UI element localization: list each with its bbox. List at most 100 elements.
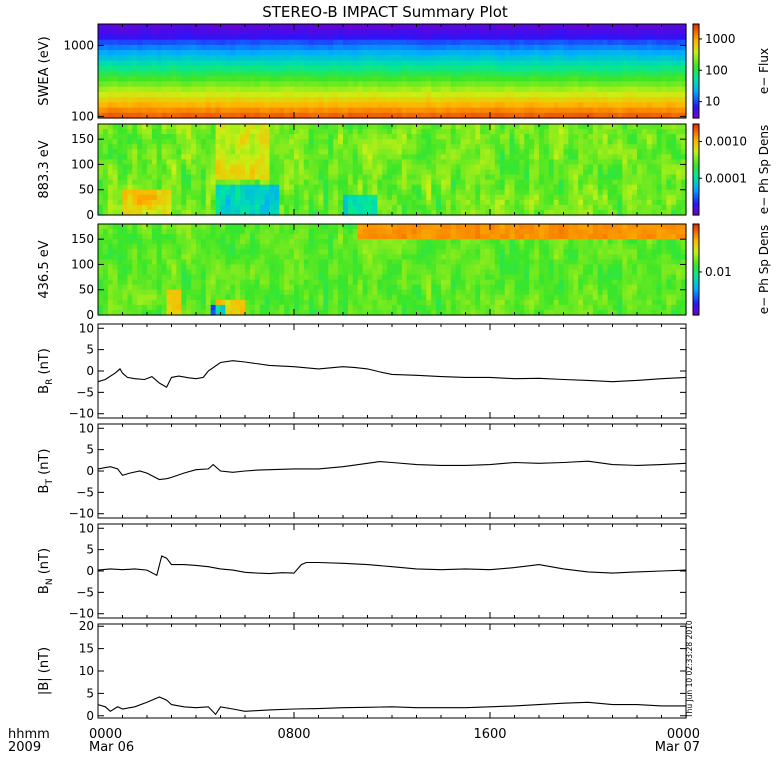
panel-pad883-cell: [681, 139, 687, 145]
panel-swea-cell: [147, 39, 153, 46]
panel-pad883-cell: [627, 199, 633, 206]
panel-pad436-cell: [156, 309, 163, 316]
panel-pad883-cell: [107, 189, 114, 196]
panel-pad883-cell: [509, 134, 516, 140]
panel-pad883-cell: [406, 124, 413, 130]
panel-swea-cell: [338, 102, 344, 109]
panel-swea-cell: [284, 55, 290, 62]
panel-swea-cell: [597, 44, 604, 51]
panel-swea-cell: [259, 44, 266, 51]
panel-swea-cell: [347, 76, 354, 83]
panel-swea-cell: [298, 71, 305, 77]
panel-swea-cell: [367, 112, 373, 119]
panel-swea-cell: [245, 29, 251, 36]
panel-pad436-cell: [117, 269, 124, 276]
panel-pad436-cell: [156, 259, 163, 266]
panel-swea-cell: [166, 34, 173, 41]
panel-swea-cell: [279, 81, 285, 88]
panel-swea-cell: [117, 76, 124, 83]
panel-swea-cell: [426, 112, 432, 119]
panel-pad883-cell: [637, 204, 643, 211]
panel-swea-cell: [411, 112, 418, 119]
panel-pad436-cell: [127, 284, 133, 291]
panel-swea-cell: [387, 91, 393, 98]
panel-swea-cell: [421, 65, 427, 72]
panel-pad883-colorbar-frame: [692, 123, 700, 216]
panel-swea-cell: [240, 97, 246, 103]
panel-swea-cell: [637, 112, 643, 119]
panel-pad436-cell: [186, 294, 192, 301]
panel-pad883-cell: [578, 194, 584, 201]
panel-swea-cell: [298, 50, 305, 56]
panel-swea-cell: [225, 91, 231, 98]
panel-pad883-cell: [166, 139, 173, 145]
panel-swea-cell: [186, 76, 192, 83]
panel-swea-cell: [191, 55, 197, 62]
panel-swea-cell: [592, 112, 599, 119]
panel-pad883-cell: [264, 194, 271, 201]
panel-swea-cell: [656, 86, 663, 93]
panel-swea-cell: [151, 65, 158, 72]
panel-pad883-cell: [382, 194, 388, 201]
panel-swea-cell: [347, 60, 354, 67]
panel-swea-cell: [215, 97, 222, 103]
panel-pad883-cell: [622, 139, 628, 145]
panel-pad883-cell: [289, 164, 295, 171]
panel-pad883-cell: [558, 134, 565, 140]
panel-pad883-cell: [504, 154, 511, 160]
panel-pad883-cell: [416, 134, 422, 140]
panel-swea-cell: [284, 44, 290, 51]
panel-pad883-cell: [196, 209, 202, 216]
panel-swea-cell: [563, 44, 569, 51]
panel-swea-cell: [377, 81, 383, 88]
panel-pad883-cell: [245, 179, 251, 186]
panel-pad883-cell: [220, 174, 226, 181]
panel-pad883-cell: [102, 144, 109, 150]
panel-pad883-cell: [539, 179, 545, 186]
panel-pad883-cell: [298, 154, 305, 160]
panel-swea-cell: [509, 34, 516, 41]
panel-pad883-cell: [220, 139, 226, 145]
panel-pad883-cell: [504, 159, 511, 166]
panel-swea-cell: [661, 102, 667, 109]
panel-pad883-cell: [347, 149, 354, 155]
panel-pad883-cell: [347, 194, 354, 201]
panel-swea-cell: [323, 50, 329, 56]
panel-pad883-cell: [132, 169, 138, 176]
panel-swea-cell: [122, 60, 128, 67]
panel-swea-cell: [132, 39, 138, 46]
panel-pad883-cell: [641, 179, 648, 186]
panel-swea-cell: [543, 24, 550, 30]
panel-pad883-cell: [107, 154, 114, 160]
panel-pad883-cell: [592, 154, 599, 160]
panel-swea-cell: [666, 91, 672, 98]
panel-pad883-cell: [372, 209, 378, 216]
panel-swea-cell: [382, 24, 388, 30]
panel-swea-cell: [534, 107, 540, 114]
panel-swea-cell: [519, 81, 525, 88]
panel-swea-cell: [494, 44, 501, 51]
panel-swea-cell: [156, 112, 163, 119]
panel-pad883-cell: [637, 124, 643, 130]
panel-swea-colorbar-cell: [693, 71, 699, 74]
panel-pad883-cell: [235, 129, 241, 135]
panel-swea-cell: [235, 86, 241, 93]
panel-pad883-cell: [338, 174, 344, 181]
panel-swea-cell: [396, 112, 403, 119]
panel-pad436-cell: [107, 229, 114, 235]
panel-pad883-cell: [235, 134, 241, 140]
panel-swea-cell: [450, 112, 457, 119]
panel-swea-cell: [333, 86, 339, 93]
panel-pad883-cell: [210, 149, 217, 155]
panel-swea-cell: [264, 112, 271, 119]
panel-swea-cell: [406, 24, 413, 30]
panel-pad883-cell: [313, 169, 320, 176]
panel-swea-cell: [220, 44, 226, 51]
panel-swea-cell: [127, 86, 133, 93]
panel-pad436-cell: [196, 234, 202, 240]
panel-pad883-cell: [313, 149, 320, 155]
panel-pad883-cell: [543, 199, 550, 206]
panel-pad883-cell: [289, 204, 295, 211]
panel-swea-cell: [328, 107, 334, 114]
panel-pad883-cell: [597, 154, 604, 160]
